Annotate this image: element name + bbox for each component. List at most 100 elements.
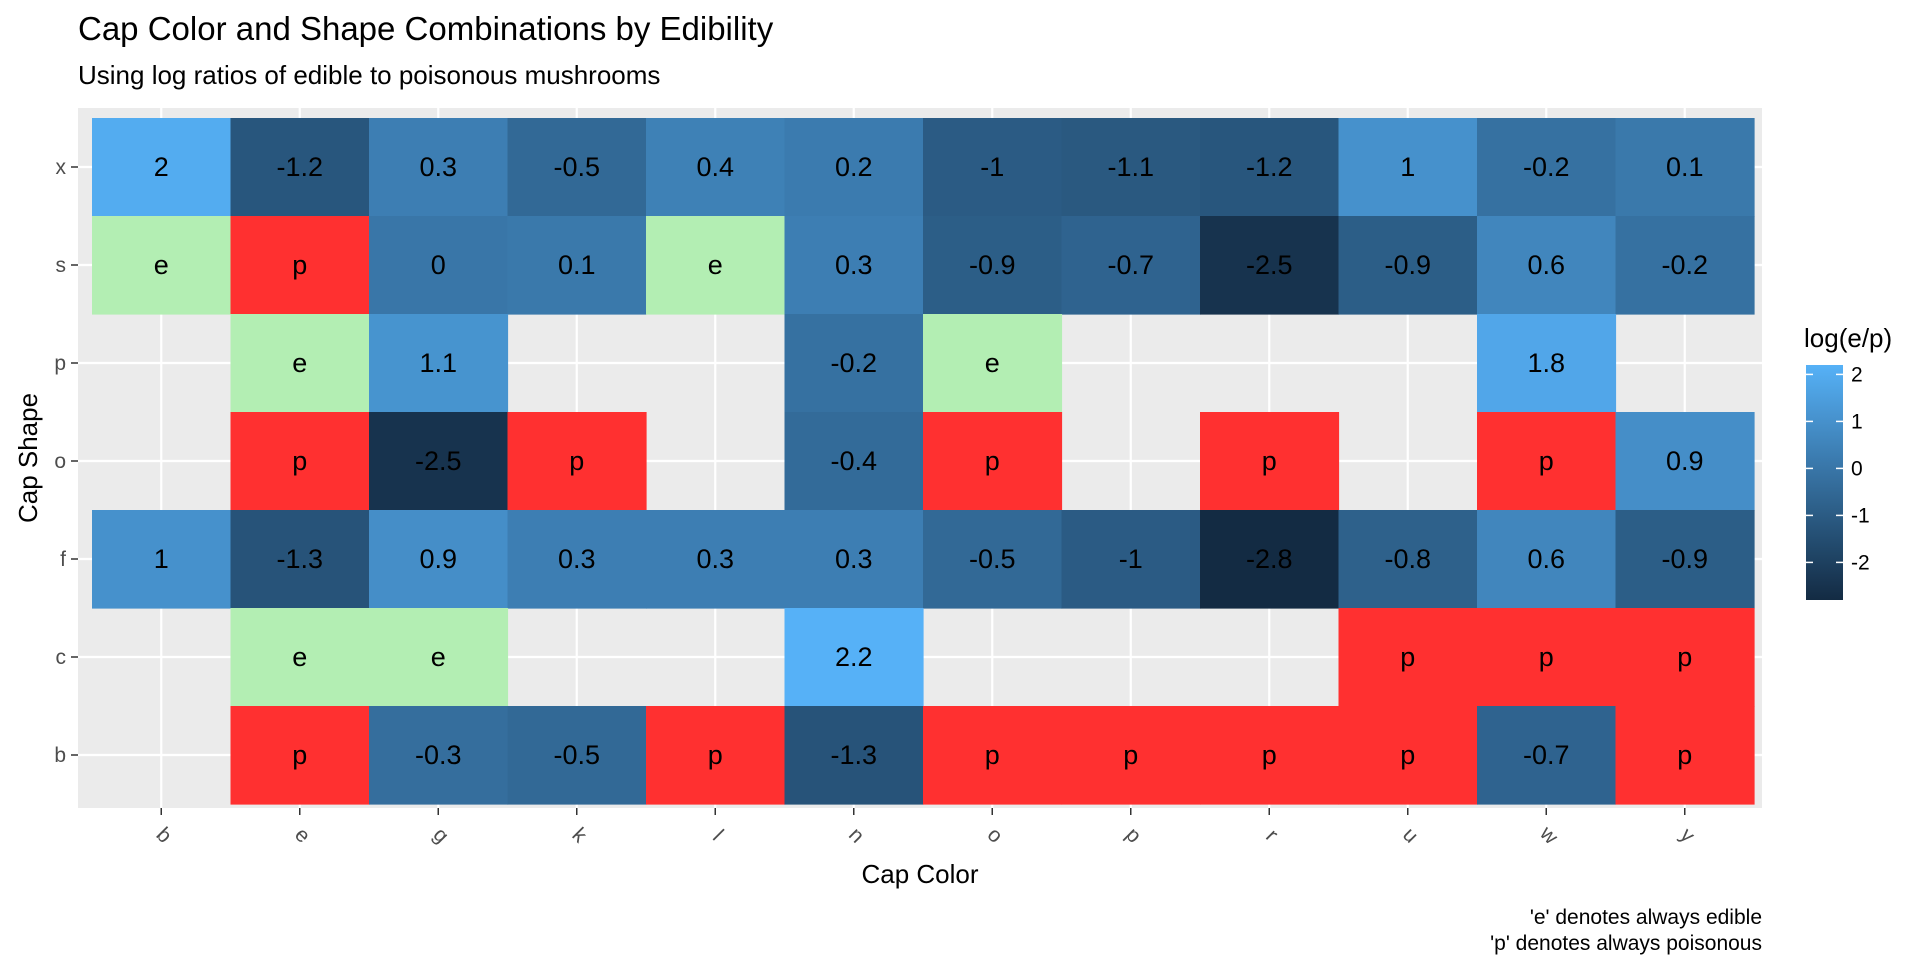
- cell-label-r-s: -2.5: [1246, 250, 1293, 280]
- cell-label-l-s: e: [708, 250, 723, 280]
- cell-u-x: [1338, 118, 1478, 217]
- cell-w-c: [1477, 608, 1617, 707]
- cell-n-x: [784, 118, 924, 217]
- cell-n-o: [784, 412, 924, 511]
- x-tick-label-l: l: [708, 826, 728, 846]
- cell-label-o-p: e: [985, 348, 1000, 378]
- cell-b-f: [92, 510, 232, 609]
- cell-label-e-s: p: [292, 250, 307, 280]
- cell-label-b-f: 1: [154, 544, 169, 574]
- cell-p-f: [1061, 510, 1201, 609]
- heatmap-cells: [92, 118, 1755, 805]
- legend-tick-label-3: -1: [1851, 504, 1870, 527]
- cell-u-c: [1338, 608, 1478, 707]
- cell-n-p: [784, 314, 924, 413]
- x-tick-label-u: u: [1398, 823, 1423, 848]
- cell-n-b: [784, 706, 924, 805]
- cell-label-w-x: -0.2: [1523, 152, 1570, 182]
- y-tick-label-b: b: [54, 744, 66, 767]
- cell-o-s: [923, 216, 1063, 315]
- cell-l-b: [646, 706, 786, 805]
- cell-g-p: [369, 314, 509, 413]
- cell-p-x: [1061, 118, 1201, 217]
- cell-w-o: [1477, 412, 1617, 511]
- y-tick-label-f: f: [60, 548, 66, 571]
- cell-label-n-o: -0.4: [830, 446, 877, 476]
- cell-label-u-f: -0.8: [1384, 544, 1431, 574]
- cell-b-x: [92, 118, 232, 217]
- x-tick-label-o: o: [983, 823, 1008, 848]
- cell-o-b: [923, 706, 1063, 805]
- legend-tick-label-0: 2: [1851, 363, 1863, 386]
- legend-colorbar: [1806, 365, 1843, 600]
- cell-y-o: [1615, 412, 1755, 511]
- cell-label-g-s: 0: [431, 250, 446, 280]
- cell-g-s: [369, 216, 509, 315]
- cell-w-s: [1477, 216, 1617, 315]
- x-tick-label-b: b: [152, 823, 177, 848]
- cell-u-f: [1338, 510, 1478, 609]
- y-tick-label-o: o: [54, 450, 66, 473]
- cell-label-n-x: 0.2: [835, 152, 873, 182]
- cell-l-f: [646, 510, 786, 609]
- chart-title: Cap Color and Shape Combinations by Edib…: [78, 10, 774, 47]
- cell-label-p-b: p: [1123, 740, 1138, 770]
- cell-label-o-f: -0.5: [969, 544, 1016, 574]
- y-tick-label-c: c: [56, 646, 67, 669]
- cell-label-w-s: 0.6: [1527, 250, 1565, 280]
- cell-label-l-f: 0.3: [696, 544, 734, 574]
- legend-title: log(e/p): [1804, 323, 1892, 353]
- cell-label-w-b: -0.7: [1523, 740, 1570, 770]
- cell-p-b: [1061, 706, 1201, 805]
- cell-label-p-s: -0.7: [1107, 250, 1154, 280]
- cell-label-y-o: 0.9: [1666, 446, 1704, 476]
- cell-u-s: [1338, 216, 1478, 315]
- cell-label-e-f: -1.3: [276, 544, 323, 574]
- y-axis: x s p o f c b: [54, 156, 78, 767]
- cell-label-g-c: e: [431, 642, 446, 672]
- cell-k-s: [507, 216, 647, 315]
- cell-label-e-x: -1.2: [276, 152, 323, 182]
- y-tick-label-p: p: [54, 352, 66, 375]
- cell-y-f: [1615, 510, 1755, 609]
- x-tick-label-r: r: [1261, 825, 1282, 846]
- cell-r-x: [1200, 118, 1340, 217]
- cell-n-s: [784, 216, 924, 315]
- y-tick-label-s: s: [56, 254, 67, 277]
- cell-label-k-f: 0.3: [558, 544, 596, 574]
- cell-w-x: [1477, 118, 1617, 217]
- cell-n-f: [784, 510, 924, 609]
- cell-label-n-c: 2.2: [835, 642, 873, 672]
- cell-w-p: [1477, 314, 1617, 413]
- cell-o-p: [923, 314, 1063, 413]
- x-tick-label-w: w: [1535, 821, 1563, 849]
- cell-g-x: [369, 118, 509, 217]
- x-tick-label-p: p: [1121, 823, 1146, 848]
- legend-tick-label-2: 0: [1851, 457, 1863, 480]
- cell-label-y-c: p: [1677, 642, 1692, 672]
- x-tick-label-k: k: [568, 824, 592, 848]
- cell-k-x: [507, 118, 647, 217]
- x-tick-label-n: n: [844, 823, 869, 848]
- y-axis-title: Cap Shape: [13, 393, 43, 523]
- cell-k-b: [507, 706, 647, 805]
- cell-e-f: [230, 510, 370, 609]
- cell-label-p-x: -1.1: [1107, 152, 1154, 182]
- cell-r-b: [1200, 706, 1340, 805]
- cell-k-o: [507, 412, 647, 511]
- cell-w-f: [1477, 510, 1617, 609]
- cell-label-l-b: p: [708, 740, 723, 770]
- cell-label-y-b: p: [1677, 740, 1692, 770]
- cell-label-w-c: p: [1539, 642, 1554, 672]
- chart-subtitle: Using log ratios of edible to poisonous …: [78, 60, 660, 90]
- cell-label-r-o: p: [1262, 446, 1277, 476]
- cell-label-g-x: 0.3: [419, 152, 457, 182]
- cell-e-c: [230, 608, 370, 707]
- cell-l-s: [646, 216, 786, 315]
- y-tick-label-x: x: [56, 156, 67, 179]
- cell-y-c: [1615, 608, 1755, 707]
- cell-e-x: [230, 118, 370, 217]
- cell-label-r-f: -2.8: [1246, 544, 1293, 574]
